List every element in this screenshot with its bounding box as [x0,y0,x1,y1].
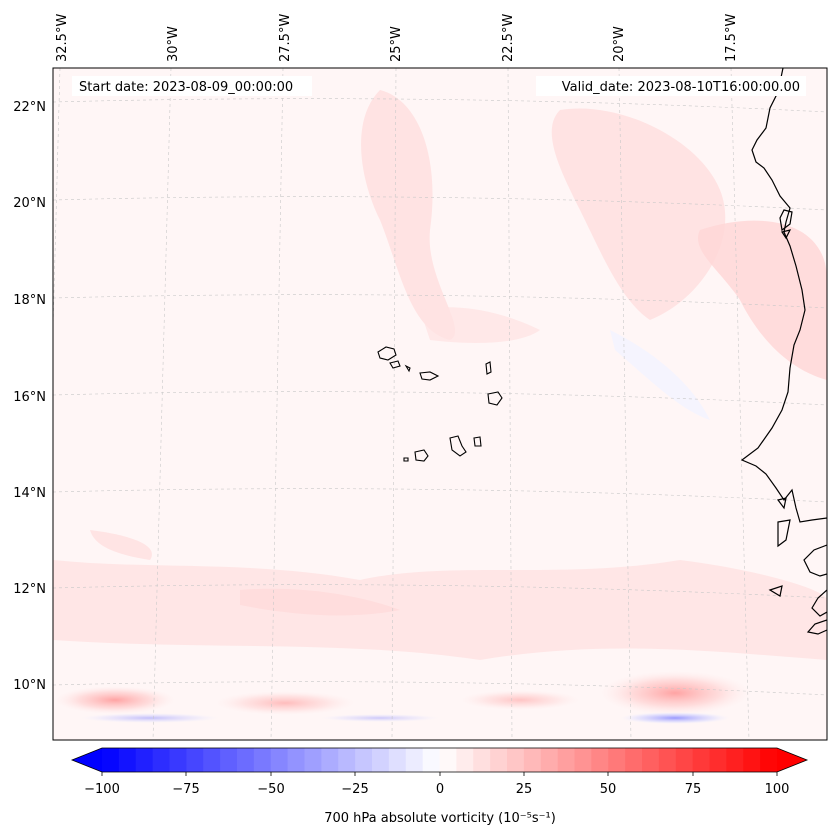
colorbar-segment [625,748,643,772]
colorbar-segment [557,748,575,772]
lat-label: 12°N [13,582,46,597]
lon-label: 27.5°W [278,14,293,62]
lon-label: 32.5°W [55,14,70,62]
colorbar-tick-label: −25 [341,782,368,797]
colorbar-tick-label: 50 [600,782,617,797]
gridlines [53,68,827,740]
colorbar-tick-label: 25 [516,782,533,797]
colorbar-segment [102,748,120,772]
colorbar-segment [523,748,542,772]
cape-verde-islands [377,346,503,462]
colorbar-segment [237,748,255,772]
colorbar-segment [658,748,677,772]
colorbar-segment [118,748,137,772]
valid-date-label: Valid_date: 2023-08-10T16:00:00.00 [562,80,800,95]
lat-label: 18°N [13,293,46,308]
lat-label: 20°N [13,196,46,211]
lat-label: 22°N [13,100,46,115]
colorbar-segment [388,748,407,772]
colorbar-tick-label: −75 [172,782,199,797]
lon-label: 30°W [166,26,181,62]
lon-label: 20°W [612,26,627,62]
colorbar-segment [490,748,508,772]
colorbar-segment [422,748,440,772]
colorbar-segments [102,748,778,772]
start-date-label: Start date: 2023-08-09_00:00:00 [79,80,293,95]
colorbar-segment [169,748,187,772]
colorbar-segment [253,748,272,772]
colorbar-segment [304,748,322,772]
colorbar-segment [152,748,170,772]
colorbar-segment [372,748,390,772]
colorbar-segment [203,748,221,772]
colorbar-segment [709,748,727,772]
colorbar-segment [186,748,204,772]
colorbar-segment [642,748,660,772]
colorbar-segment [591,748,609,772]
colorbar-segment [473,748,491,772]
colorbar-segment [287,748,305,772]
lon-label: 25°W [389,26,404,62]
colorbar-segment [675,748,694,772]
colorbar-segment [692,748,710,772]
map-frame [52,67,828,741]
colorbar-segment [743,748,761,772]
colorbar-ticks [101,772,778,776]
colorbar-max-arrow [777,748,807,772]
lon-label: 22.5°W [501,14,516,62]
colorbar-tick-label: 75 [685,782,702,797]
africa-coastline [740,68,827,635]
latitude-labels: 22°N 20°N 18°N 16°N 14°N 12°N 10°N [13,100,46,693]
colorbar: −100 −75 −50 −25 0 25 50 75 100 700 hPa … [70,747,809,826]
colorbar-segment [726,748,744,772]
start-date-box [72,76,312,96]
lat-label: 16°N [13,390,46,405]
colorbar-tick-label: 100 [765,782,790,797]
colorbar-segment [760,748,778,772]
lat-label: 14°N [13,486,46,501]
lat-label: 10°N [13,678,46,693]
colorbar-tick-label: 0 [436,782,444,797]
colorbar-min-arrow [72,748,102,772]
valid-date-box [536,76,806,96]
colorbar-segment [355,748,373,772]
colorbar-title: 700 hPa absolute vorticity (10⁻⁵s⁻¹) [324,811,556,826]
colorbar-segment [405,748,424,772]
colorbar-segment [439,748,457,772]
africa-coast-detail [768,209,793,597]
colorbar-tick-label: −100 [84,782,120,797]
longitude-labels: 32.5°W 30°W 27.5°W 25°W 22.5°W 20°W 17.5… [55,14,739,62]
colorbar-segment [135,748,154,772]
colorbar-segment [456,748,474,772]
colorbar-segment [321,748,339,772]
colorbar-segment [270,748,289,772]
lon-label: 17.5°W [724,14,739,62]
colorbar-tick-label: −50 [257,782,284,797]
colorbar-segment [608,748,626,772]
colorbar-segment [220,748,238,772]
colorbar-tick-labels: −100 −75 −50 −25 0 25 50 75 100 [84,782,789,797]
colorbar-segment [338,748,356,772]
colorbar-segment [540,748,559,772]
colorbar-segment [574,748,592,772]
map-panel [53,68,827,740]
colorbar-segment [507,748,525,772]
